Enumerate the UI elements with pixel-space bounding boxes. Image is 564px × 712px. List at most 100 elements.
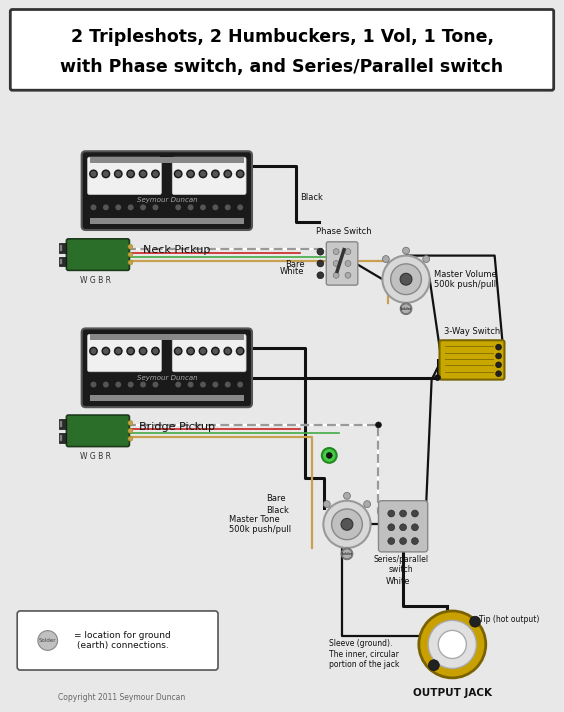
Circle shape <box>317 272 324 278</box>
FancyBboxPatch shape <box>87 335 161 372</box>
Circle shape <box>236 347 245 355</box>
Circle shape <box>102 169 111 178</box>
Circle shape <box>400 303 412 315</box>
Text: Phase Switch: Phase Switch <box>316 227 372 236</box>
Circle shape <box>139 203 148 211</box>
Circle shape <box>343 492 350 499</box>
Circle shape <box>237 382 243 387</box>
Bar <box>90 335 244 340</box>
Circle shape <box>223 203 232 211</box>
Bar <box>60 421 63 427</box>
Circle shape <box>317 248 324 255</box>
Circle shape <box>199 169 208 178</box>
Text: Copyright 2011 Seymour Duncan: Copyright 2011 Seymour Duncan <box>58 693 185 702</box>
Circle shape <box>496 362 501 368</box>
Circle shape <box>496 344 501 350</box>
Circle shape <box>211 169 220 178</box>
FancyBboxPatch shape <box>10 9 554 90</box>
Circle shape <box>103 348 109 354</box>
Circle shape <box>200 171 206 177</box>
Circle shape <box>213 382 218 387</box>
Circle shape <box>188 348 193 354</box>
Circle shape <box>127 348 134 354</box>
Bar <box>59 433 67 443</box>
Circle shape <box>175 204 181 210</box>
Circle shape <box>333 261 339 266</box>
Circle shape <box>152 204 158 210</box>
Text: Solder: Solder <box>341 552 353 556</box>
Circle shape <box>391 264 421 295</box>
FancyBboxPatch shape <box>17 611 218 670</box>
Circle shape <box>200 382 206 387</box>
Circle shape <box>345 248 351 255</box>
Circle shape <box>115 382 121 387</box>
Circle shape <box>412 524 418 530</box>
Text: Seymour Duncan: Seymour Duncan <box>136 197 197 204</box>
Bar <box>59 256 67 266</box>
Text: White: White <box>280 267 305 276</box>
Circle shape <box>211 380 220 389</box>
Circle shape <box>376 422 381 428</box>
Circle shape <box>382 256 430 303</box>
Text: Sleeve (ground).
The inner, circular
portion of the jack: Sleeve (ground). The inner, circular por… <box>329 639 400 669</box>
Circle shape <box>213 204 218 210</box>
Circle shape <box>225 204 231 210</box>
Circle shape <box>236 380 245 389</box>
Circle shape <box>200 204 206 210</box>
Circle shape <box>140 348 146 354</box>
Circle shape <box>223 169 232 178</box>
Circle shape <box>332 509 362 540</box>
Circle shape <box>213 348 218 354</box>
Circle shape <box>91 171 96 177</box>
Circle shape <box>400 524 407 530</box>
Bar <box>90 157 244 163</box>
Text: 2 Tripleshots, 2 Humbuckers, 1 Vol, 1 Tone,: 2 Tripleshots, 2 Humbuckers, 1 Vol, 1 To… <box>70 28 494 46</box>
Text: Bridge Pickup: Bridge Pickup <box>139 422 215 432</box>
Text: Bare: Bare <box>266 493 286 503</box>
Text: OUTPUT JACK: OUTPUT JACK <box>413 688 492 698</box>
Circle shape <box>186 169 195 178</box>
FancyBboxPatch shape <box>439 340 504 379</box>
Text: with Phase switch, and Series/Parallel switch: with Phase switch, and Series/Parallel s… <box>60 58 504 75</box>
Circle shape <box>200 348 206 354</box>
Circle shape <box>400 273 412 285</box>
Circle shape <box>115 204 121 210</box>
Circle shape <box>128 244 133 249</box>
FancyBboxPatch shape <box>172 157 246 194</box>
Text: Solder: Solder <box>39 638 56 643</box>
Circle shape <box>236 169 245 178</box>
Circle shape <box>435 375 440 381</box>
Circle shape <box>322 448 337 463</box>
Circle shape <box>128 429 133 434</box>
Text: Neck Pickup: Neck Pickup <box>143 245 210 255</box>
Circle shape <box>140 382 146 387</box>
Circle shape <box>38 631 58 650</box>
Circle shape <box>127 204 134 210</box>
Circle shape <box>188 382 193 387</box>
Circle shape <box>152 382 158 387</box>
Bar <box>60 435 63 441</box>
Text: Black: Black <box>299 194 323 202</box>
Circle shape <box>89 203 98 211</box>
Circle shape <box>175 348 181 354</box>
Circle shape <box>237 171 243 177</box>
Circle shape <box>412 538 418 545</box>
Circle shape <box>412 510 418 517</box>
Circle shape <box>140 171 146 177</box>
Circle shape <box>151 203 160 211</box>
Circle shape <box>401 304 411 314</box>
Circle shape <box>174 347 183 355</box>
Text: Solder: Solder <box>341 552 353 556</box>
Circle shape <box>151 347 160 355</box>
Text: Seymour Duncan: Seymour Duncan <box>136 375 197 381</box>
Circle shape <box>188 204 193 210</box>
Circle shape <box>438 630 466 659</box>
Circle shape <box>225 382 231 387</box>
Circle shape <box>213 171 218 177</box>
Circle shape <box>126 203 135 211</box>
Circle shape <box>152 348 158 354</box>
Text: W G B R: W G B R <box>80 276 111 286</box>
Circle shape <box>199 380 208 389</box>
Circle shape <box>114 380 123 389</box>
Text: = location for ground
(earth) connections.: = location for ground (earth) connection… <box>74 631 171 650</box>
